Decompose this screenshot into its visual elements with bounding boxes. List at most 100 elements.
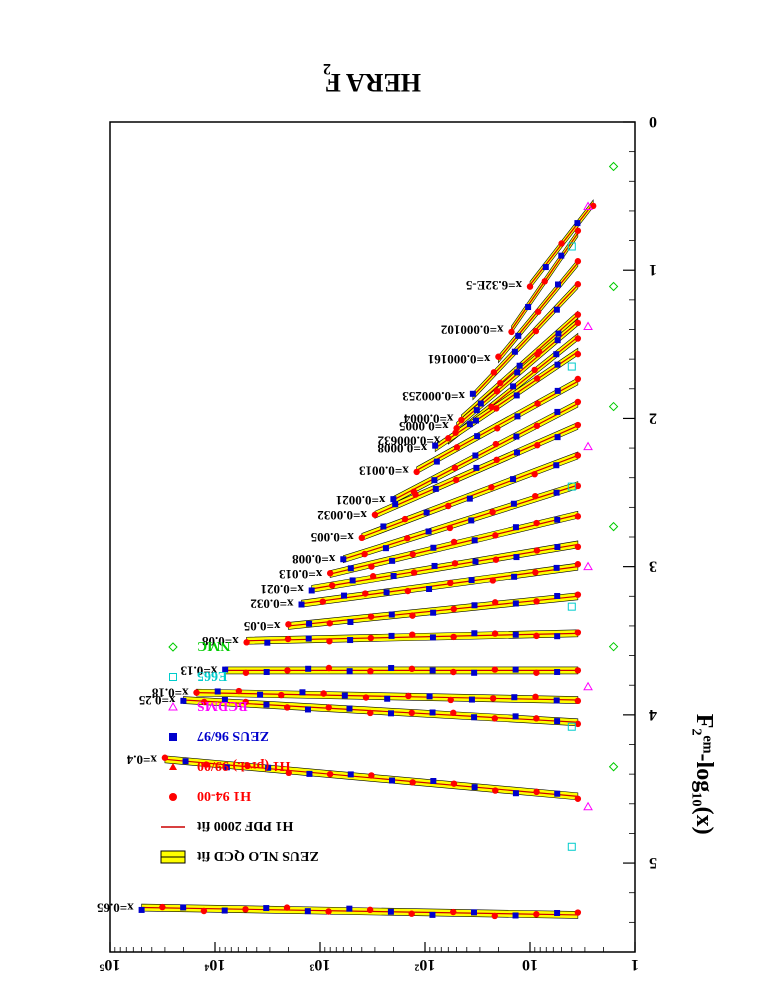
bin-labels: x=6.32E-5 x=0.000102 x=0.000161 x=0.000253 x…	[96, 278, 522, 916]
zeus-point	[429, 667, 436, 674]
h1-point	[533, 375, 541, 382]
bin-label: x=0.000253	[402, 389, 465, 404]
h1-point	[492, 440, 500, 448]
e665-point	[567, 482, 576, 491]
zeus-point	[472, 558, 479, 565]
h1-point	[497, 379, 504, 387]
h1-fit-line	[311, 543, 578, 590]
zeus-point	[392, 501, 399, 508]
bin-label: x=0.032	[250, 597, 293, 612]
zeus-point	[305, 635, 312, 642]
zeus-point	[304, 706, 311, 713]
h1-fit-line	[141, 906, 578, 916]
legend-label: H1 (prel.) 99/00	[197, 758, 290, 773]
h1-point	[450, 780, 458, 787]
h1-point	[325, 664, 333, 672]
h1-point	[533, 422, 541, 430]
h1-point	[533, 519, 540, 527]
h1-point	[284, 704, 291, 711]
zeus-point	[389, 557, 396, 564]
h1-point	[412, 491, 419, 498]
h1-point	[362, 590, 369, 597]
bin-label: x=0.25	[138, 693, 175, 708]
zeus-point	[512, 912, 519, 919]
zeus-point	[513, 392, 520, 399]
zeus-point	[515, 332, 522, 339]
zeus-point	[340, 556, 347, 563]
zeus-point	[388, 710, 395, 717]
zeus-point	[466, 421, 473, 428]
h1-point	[491, 666, 499, 673]
x-tick-label: 10⁵	[99, 956, 120, 973]
h1-point	[533, 715, 540, 722]
zeus-point	[514, 369, 521, 376]
zeus-point	[554, 633, 561, 640]
h1-point	[368, 563, 375, 570]
zeus-point	[554, 408, 561, 415]
zeus-point	[346, 905, 353, 912]
zeus-point	[299, 689, 306, 696]
titles: HERA F2Q²(GeV²)F₂ᵉᵐ-log₁₀(x)	[323, 60, 717, 835]
zeus-point	[306, 620, 313, 627]
zeus-point	[388, 632, 395, 639]
zeus-point	[472, 417, 479, 424]
zeus-point	[298, 601, 305, 608]
h1-point	[452, 429, 459, 436]
h1-point	[491, 599, 499, 606]
h1-point	[533, 632, 540, 640]
bin-label: x=0.05	[243, 619, 280, 634]
h1-point	[574, 227, 582, 234]
bin-label: x=0.0032	[317, 508, 367, 523]
zeus-point	[264, 639, 271, 646]
h1-point	[574, 281, 582, 288]
zeus-point	[349, 577, 356, 584]
h1-point	[574, 335, 582, 342]
zeus-point	[387, 908, 394, 915]
zeus-point	[510, 500, 517, 507]
zeus-point	[263, 668, 270, 675]
h1-point	[200, 698, 208, 706]
h1-point	[325, 704, 332, 711]
zeus-point	[346, 705, 353, 712]
bin-label: x=0.021	[261, 582, 304, 597]
h1-point	[452, 476, 460, 484]
h1-point	[368, 772, 375, 779]
h1-point	[159, 903, 166, 911]
h1-point	[533, 911, 540, 918]
bin-label: x=0.65	[96, 901, 133, 916]
h1-point	[574, 258, 582, 265]
zeus-point	[555, 330, 562, 337]
zeus-point	[554, 790, 561, 797]
bcdms-point	[583, 681, 593, 691]
h1-point	[492, 532, 499, 539]
zeus-point	[390, 572, 397, 579]
bcdms-point	[583, 321, 593, 331]
zeus-point	[384, 695, 391, 702]
zeus-point	[554, 387, 561, 394]
zeus-point	[511, 348, 518, 355]
bin-label: x=0.0008	[377, 441, 427, 456]
zeus-point	[214, 688, 221, 695]
bcdms-point	[583, 801, 593, 811]
x-tick-label: 10	[522, 956, 538, 973]
h1-fit-line	[343, 484, 579, 560]
h1-point	[235, 687, 243, 695]
zeus-point	[554, 337, 561, 344]
legend-label: E665	[197, 668, 227, 683]
zeus-point	[553, 489, 560, 496]
e665-point	[567, 602, 576, 611]
zeus-point	[182, 758, 189, 765]
zeus-point	[554, 909, 561, 916]
zeus-point	[430, 778, 437, 785]
zeus-point	[423, 509, 430, 516]
zeus-point	[308, 587, 315, 594]
zeus-point	[468, 517, 475, 524]
x-tick-label: 10⁴	[204, 956, 225, 973]
zeus-point	[430, 544, 437, 551]
h1-point	[450, 605, 458, 613]
h1-point	[367, 634, 375, 642]
h1-point	[526, 283, 534, 290]
zeus-point	[180, 904, 187, 911]
legend-label: ZEUS 96/97	[197, 728, 269, 743]
zeus-point	[511, 573, 518, 580]
